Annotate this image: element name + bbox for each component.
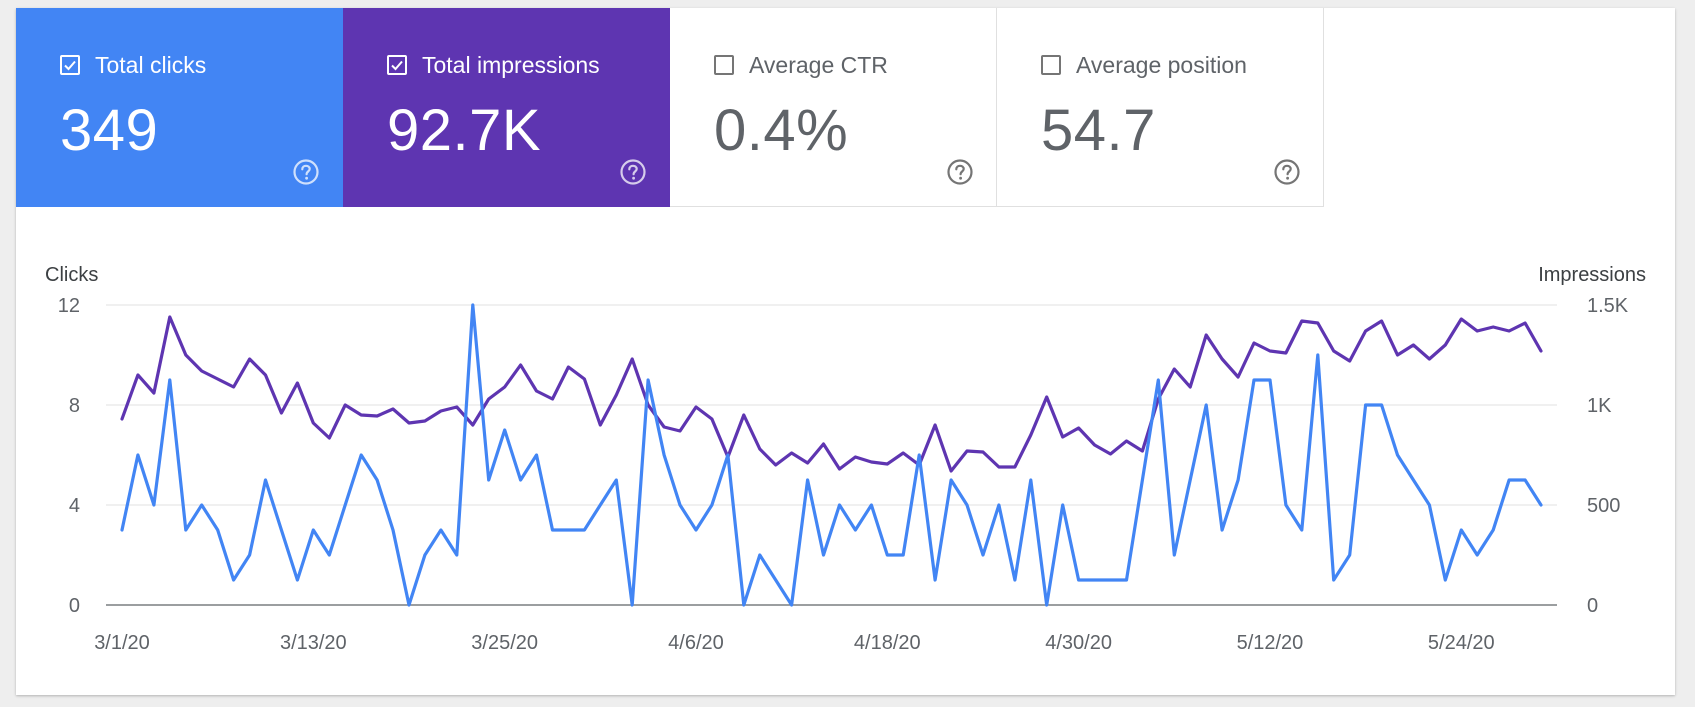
series-line-total-clicks — [120, 303, 1543, 607]
performance-panel: Total clicks 349 Total impressions 92.7K Ave… — [16, 8, 1675, 695]
x-tick-label: 5/12/20 — [1237, 632, 1304, 654]
left-tick-label: 0 — [69, 595, 80, 617]
right-tick-label: 500 — [1587, 495, 1620, 517]
metric-cards: Total clicks 349 Total impressions 92.7K Ave… — [16, 8, 1324, 207]
performance-chart: Clicks Impressions 12 8 4 0 1.5K 1K 500 0 3/1/20 3/… — [16, 207, 1675, 695]
right-axis-label: Impressions — [1538, 264, 1646, 286]
metric-card-total-clicks[interactable]: Total clicks 349 — [16, 8, 343, 207]
right-tick-label: 1.5K — [1587, 295, 1629, 317]
x-tick-label: 5/24/20 — [1428, 632, 1495, 654]
metric-label: Average CTR — [749, 52, 888, 78]
help-circle-icon[interactable] — [945, 157, 975, 187]
checkbox-unchecked-icon[interactable] — [1041, 55, 1061, 75]
metric-label: Average position — [1076, 52, 1247, 78]
help-circle-icon[interactable] — [291, 157, 321, 187]
checkbox-checked-icon[interactable] — [387, 55, 407, 75]
checkbox-unchecked-icon[interactable] — [714, 55, 734, 75]
left-axis-label: Clicks — [45, 264, 98, 286]
x-tick-label: 4/30/20 — [1045, 632, 1112, 654]
x-tick-label: 4/6/20 — [668, 632, 724, 654]
metric-label: Total clicks — [95, 52, 207, 78]
right-tick-label: 0 — [1587, 595, 1598, 617]
metric-card-average-position[interactable]: Average position 54.7 — [997, 8, 1324, 207]
checkbox-checked-icon[interactable] — [60, 55, 80, 75]
chart-svg: Clicks Impressions 12 8 4 0 1.5K 1K 500 0 3/1/20 3/… — [45, 264, 1646, 654]
metric-value: 54.7 — [1041, 98, 1156, 163]
x-tick-label: 4/18/20 — [854, 632, 921, 654]
x-tick-label: 3/13/20 — [280, 632, 347, 654]
x-tick-label: 3/25/20 — [471, 632, 538, 654]
left-tick-label: 12 — [58, 295, 80, 317]
right-tick-label: 1K — [1587, 395, 1612, 417]
help-circle-icon[interactable] — [618, 157, 648, 187]
left-tick-label: 8 — [69, 395, 80, 417]
metric-value: 92.7K — [387, 98, 542, 163]
metric-card-average-ctr[interactable]: Average CTR 0.4% — [670, 8, 997, 207]
x-tick-label: 3/1/20 — [94, 632, 150, 654]
metric-value: 349 — [60, 98, 159, 163]
left-tick-label: 4 — [69, 495, 80, 517]
metric-label: Total impressions — [422, 52, 600, 78]
metric-card-total-impressions[interactable]: Total impressions 92.7K — [343, 8, 670, 207]
metric-value: 0.4% — [714, 98, 849, 163]
help-circle-icon[interactable] — [1272, 157, 1302, 187]
series-line-total-impressions — [120, 315, 1543, 473]
